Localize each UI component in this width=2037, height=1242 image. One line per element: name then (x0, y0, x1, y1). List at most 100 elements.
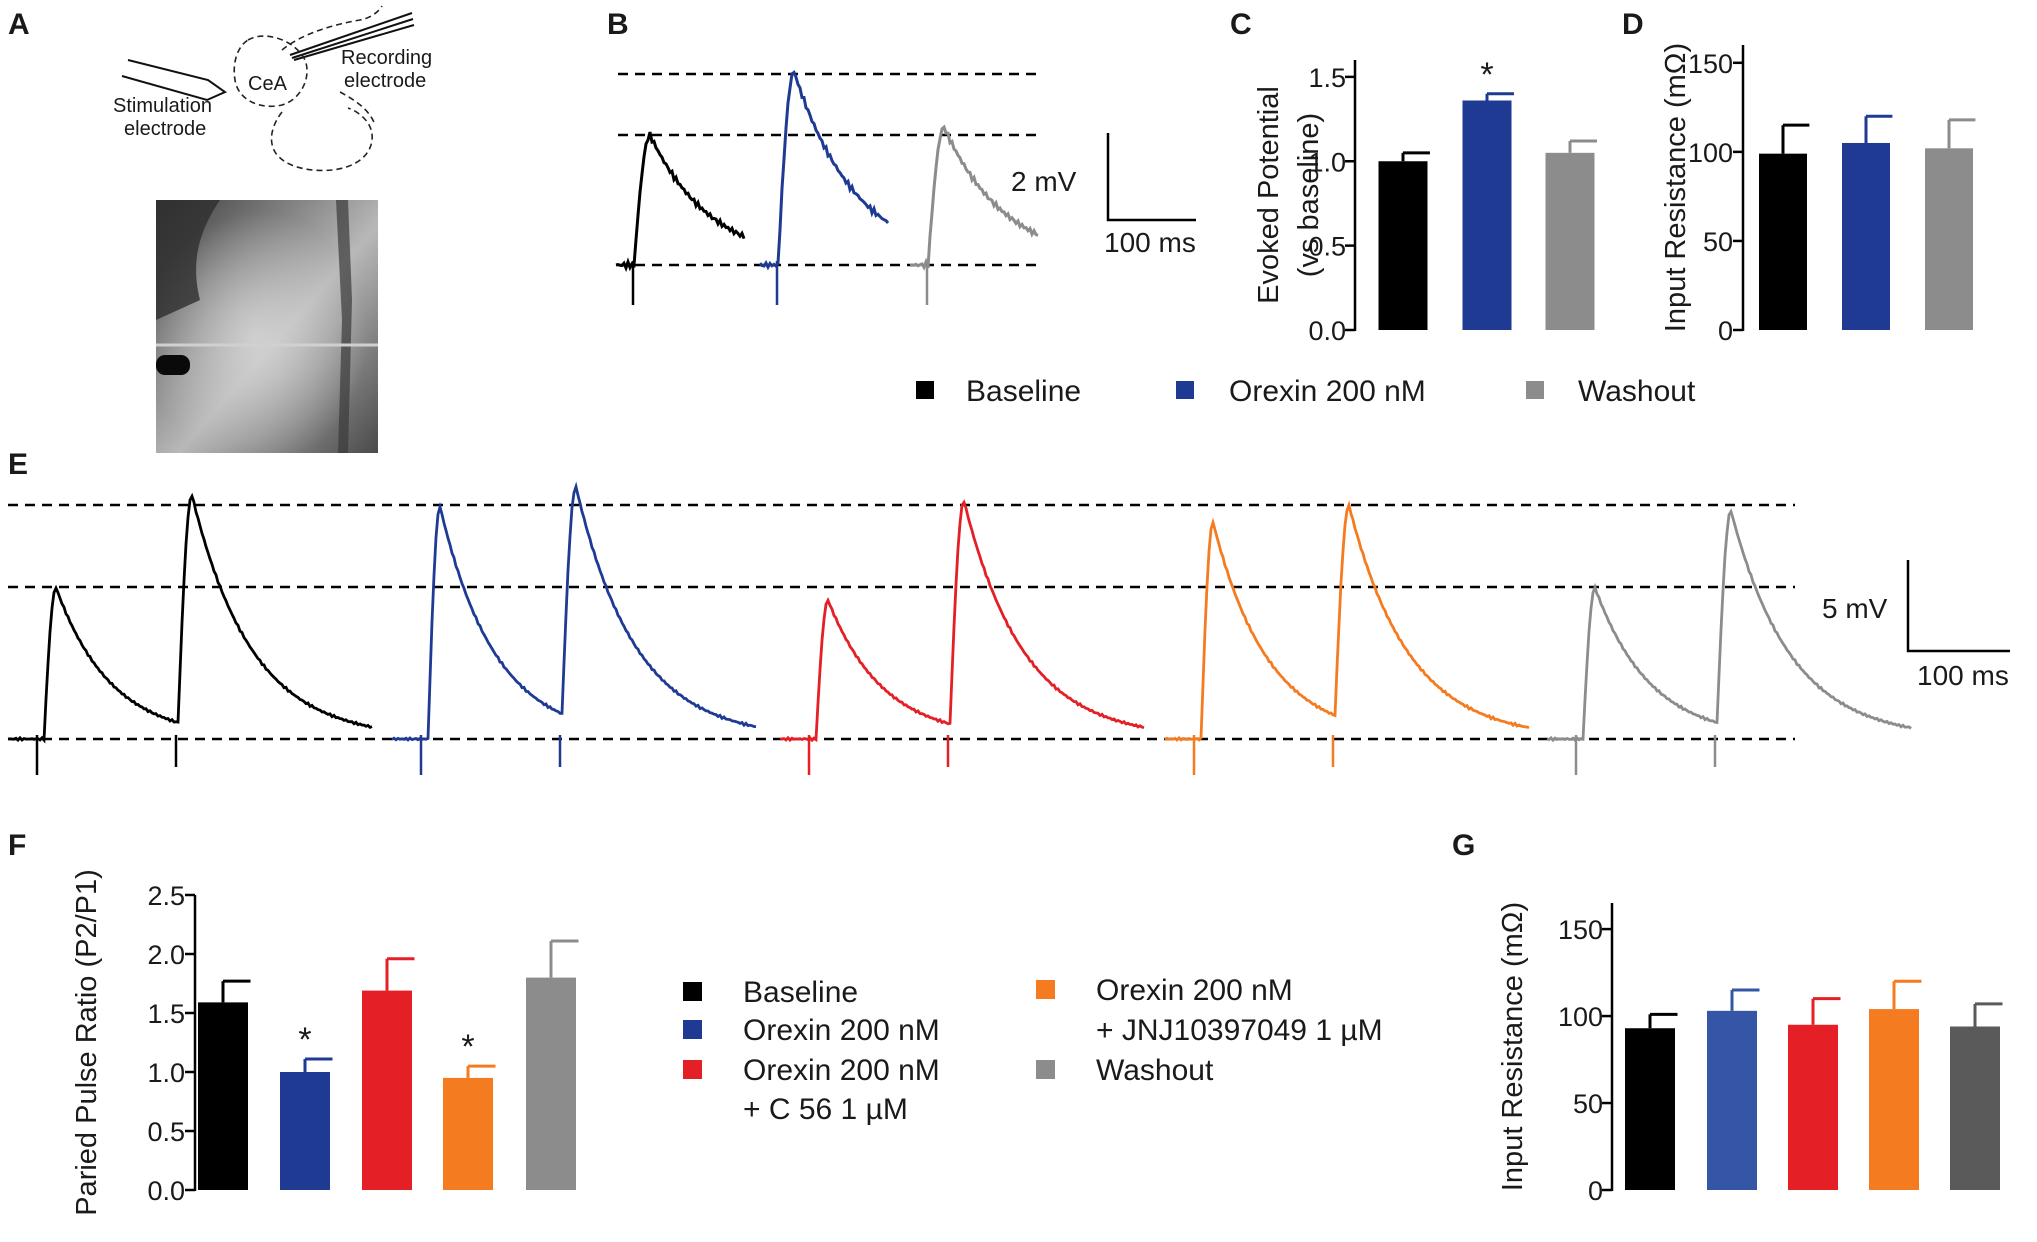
significance-marker: * (298, 1021, 311, 1059)
significance-marker: * (1480, 56, 1493, 94)
panel-e-scale-ms: 100 ms (1917, 660, 2009, 691)
panel-b-scale-ms: 100 ms (1104, 227, 1196, 258)
y-tick-label: 150 (1688, 49, 1733, 79)
bar-c-0 (1378, 161, 1428, 330)
y-tick-label: 1.0 (147, 1058, 185, 1088)
y-tick-label: 2.0 (147, 940, 185, 970)
bar-f-0 (198, 1002, 248, 1190)
micrograph-electrode-tip (156, 355, 190, 375)
chart-f: 0.0 0.5 1.0 1.5 2.0 2.5 Paried Pulse Ratio (P2… (71, 869, 579, 1216)
recording-label-line1: Recording (341, 47, 432, 69)
y-axis-title: Evoked Potential (1253, 86, 1285, 304)
trace-b-2 (910, 124, 1039, 271)
trace-e-1 (391, 481, 757, 742)
legend-swatch (1036, 980, 1055, 999)
bar-c-2 (1545, 152, 1595, 330)
bar-c-1 (1462, 100, 1512, 330)
y-axis-title: Input Resistance (mΩ) (1497, 902, 1529, 1191)
legend-label: Washout (1096, 1054, 1214, 1087)
recording-electrode-line-2 (291, 18, 414, 59)
y-axis-title: Input Resistance (mΩ) (1660, 43, 1692, 332)
y-tick-label: 50 (1703, 227, 1733, 257)
y-tick-label: 100 (1558, 1002, 1603, 1032)
legend-swatch (683, 1060, 702, 1079)
y-tick-label: 0.5 (1308, 232, 1346, 262)
legend-swatch (683, 982, 702, 1001)
cea-outline (233, 35, 308, 107)
panel-label-g: G (1452, 829, 1475, 862)
chart-c: 0.0 0.5 1.0 1.5 Evoked Potential (vs baseline… (1253, 56, 1597, 346)
recording-electrode-line-1 (289, 12, 413, 56)
y-tick-label: 1.0 (1308, 147, 1346, 177)
panel-b-scale-bar (1106, 133, 1196, 222)
y-axis-title: Paried Pulse Ratio (P2/P1) (71, 869, 103, 1216)
micrograph (156, 200, 378, 453)
y-tick-label: 1.5 (1308, 63, 1346, 93)
legend-label: Orexin 200 nM (1229, 375, 1426, 408)
y-tick-label: 0 (1588, 1176, 1603, 1206)
bar-g-2 (1788, 1024, 1838, 1190)
panel-b-scale-mv: 2 mV (1011, 166, 1077, 197)
legend-swatch (683, 1020, 702, 1039)
bar-f-3 (443, 1077, 493, 1190)
panel-label-a: A (8, 8, 30, 41)
trace-b-0 (615, 131, 746, 273)
bar-d-0 (1759, 153, 1807, 330)
legend-fg: Baseline Orexin 200 nM Orexin 200 nM + C 56… (683, 974, 1383, 1126)
cea-label: CeA (248, 73, 288, 95)
legend-label-line2: + JNJ10397049 1 µM (1096, 1014, 1383, 1047)
bar-g-0 (1625, 1028, 1675, 1190)
legend-swatch (1036, 1060, 1055, 1079)
legend-swatch (1176, 381, 1194, 399)
panel-label-d: D (1622, 8, 1644, 41)
legend-swatch (1526, 381, 1544, 399)
bar-g-3 (1869, 1009, 1919, 1190)
bar-f-2 (362, 990, 412, 1190)
trace-e-0 (7, 492, 373, 744)
chart-g: 0 50 100 150 Input Resistance (mΩ) (1497, 902, 2003, 1206)
bar-d-2 (1925, 148, 1973, 330)
panel-e-scale-bar (1906, 560, 2010, 653)
trace-e-3 (1164, 500, 1530, 742)
schematic-diagram: Stimulation electrode Recording electrod… (113, 5, 432, 172)
recording-label-line2: electrode (344, 70, 426, 92)
micrograph-dark-region (156, 200, 220, 320)
trace-e-2 (779, 499, 1145, 743)
y-tick-label: 150 (1558, 915, 1603, 945)
y-axis-title-line2: (vs baseline) (1293, 113, 1325, 277)
bar-g-4 (1950, 1026, 2000, 1190)
bar-g-1 (1707, 1010, 1757, 1190)
y-tick-label: 2.5 (147, 881, 185, 911)
panel-b-traces: 2 mV 100 ms (615, 70, 1196, 305)
legend-label: Washout (1578, 375, 1696, 408)
panel-label-c: C (1230, 8, 1252, 41)
panel-e-scale-mv: 5 mV (1822, 593, 1888, 624)
stimulation-label-line1: Stimulation (113, 95, 212, 117)
panel-label-e: E (8, 448, 28, 481)
region-outline-3 (270, 107, 373, 172)
y-tick-label: 0.5 (147, 1117, 185, 1147)
legend-label: Orexin 200 nM (1096, 974, 1293, 1007)
legend-label-line2: + C 56 1 µM (743, 1093, 908, 1126)
legend-label: Baseline (743, 976, 858, 1009)
trace-b-1 (758, 70, 890, 271)
legend-bcd: Baseline Orexin 200 nM Washout (916, 375, 1696, 408)
trace-e-4 (1546, 508, 1912, 743)
panel-e-traces: 5 mV 100 ms (7, 481, 2010, 775)
y-tick-label: 1.5 (147, 999, 185, 1029)
y-tick-label: 0.0 (147, 1176, 185, 1206)
legend-label: Baseline (966, 375, 1081, 408)
legend-label: Orexin 200 nM (743, 1014, 940, 1047)
y-tick-label: 0.0 (1308, 316, 1346, 346)
significance-marker: * (461, 1028, 474, 1066)
y-tick-label: 0 (1718, 316, 1733, 346)
panel-label-f: F (8, 829, 26, 862)
legend-swatch (916, 381, 934, 399)
region-outline-1 (281, 5, 383, 51)
region-outline-2 (339, 91, 376, 126)
panel-label-b: B (607, 8, 629, 41)
y-tick-label: 50 (1573, 1089, 1603, 1119)
micrograph-vessel (336, 200, 352, 453)
